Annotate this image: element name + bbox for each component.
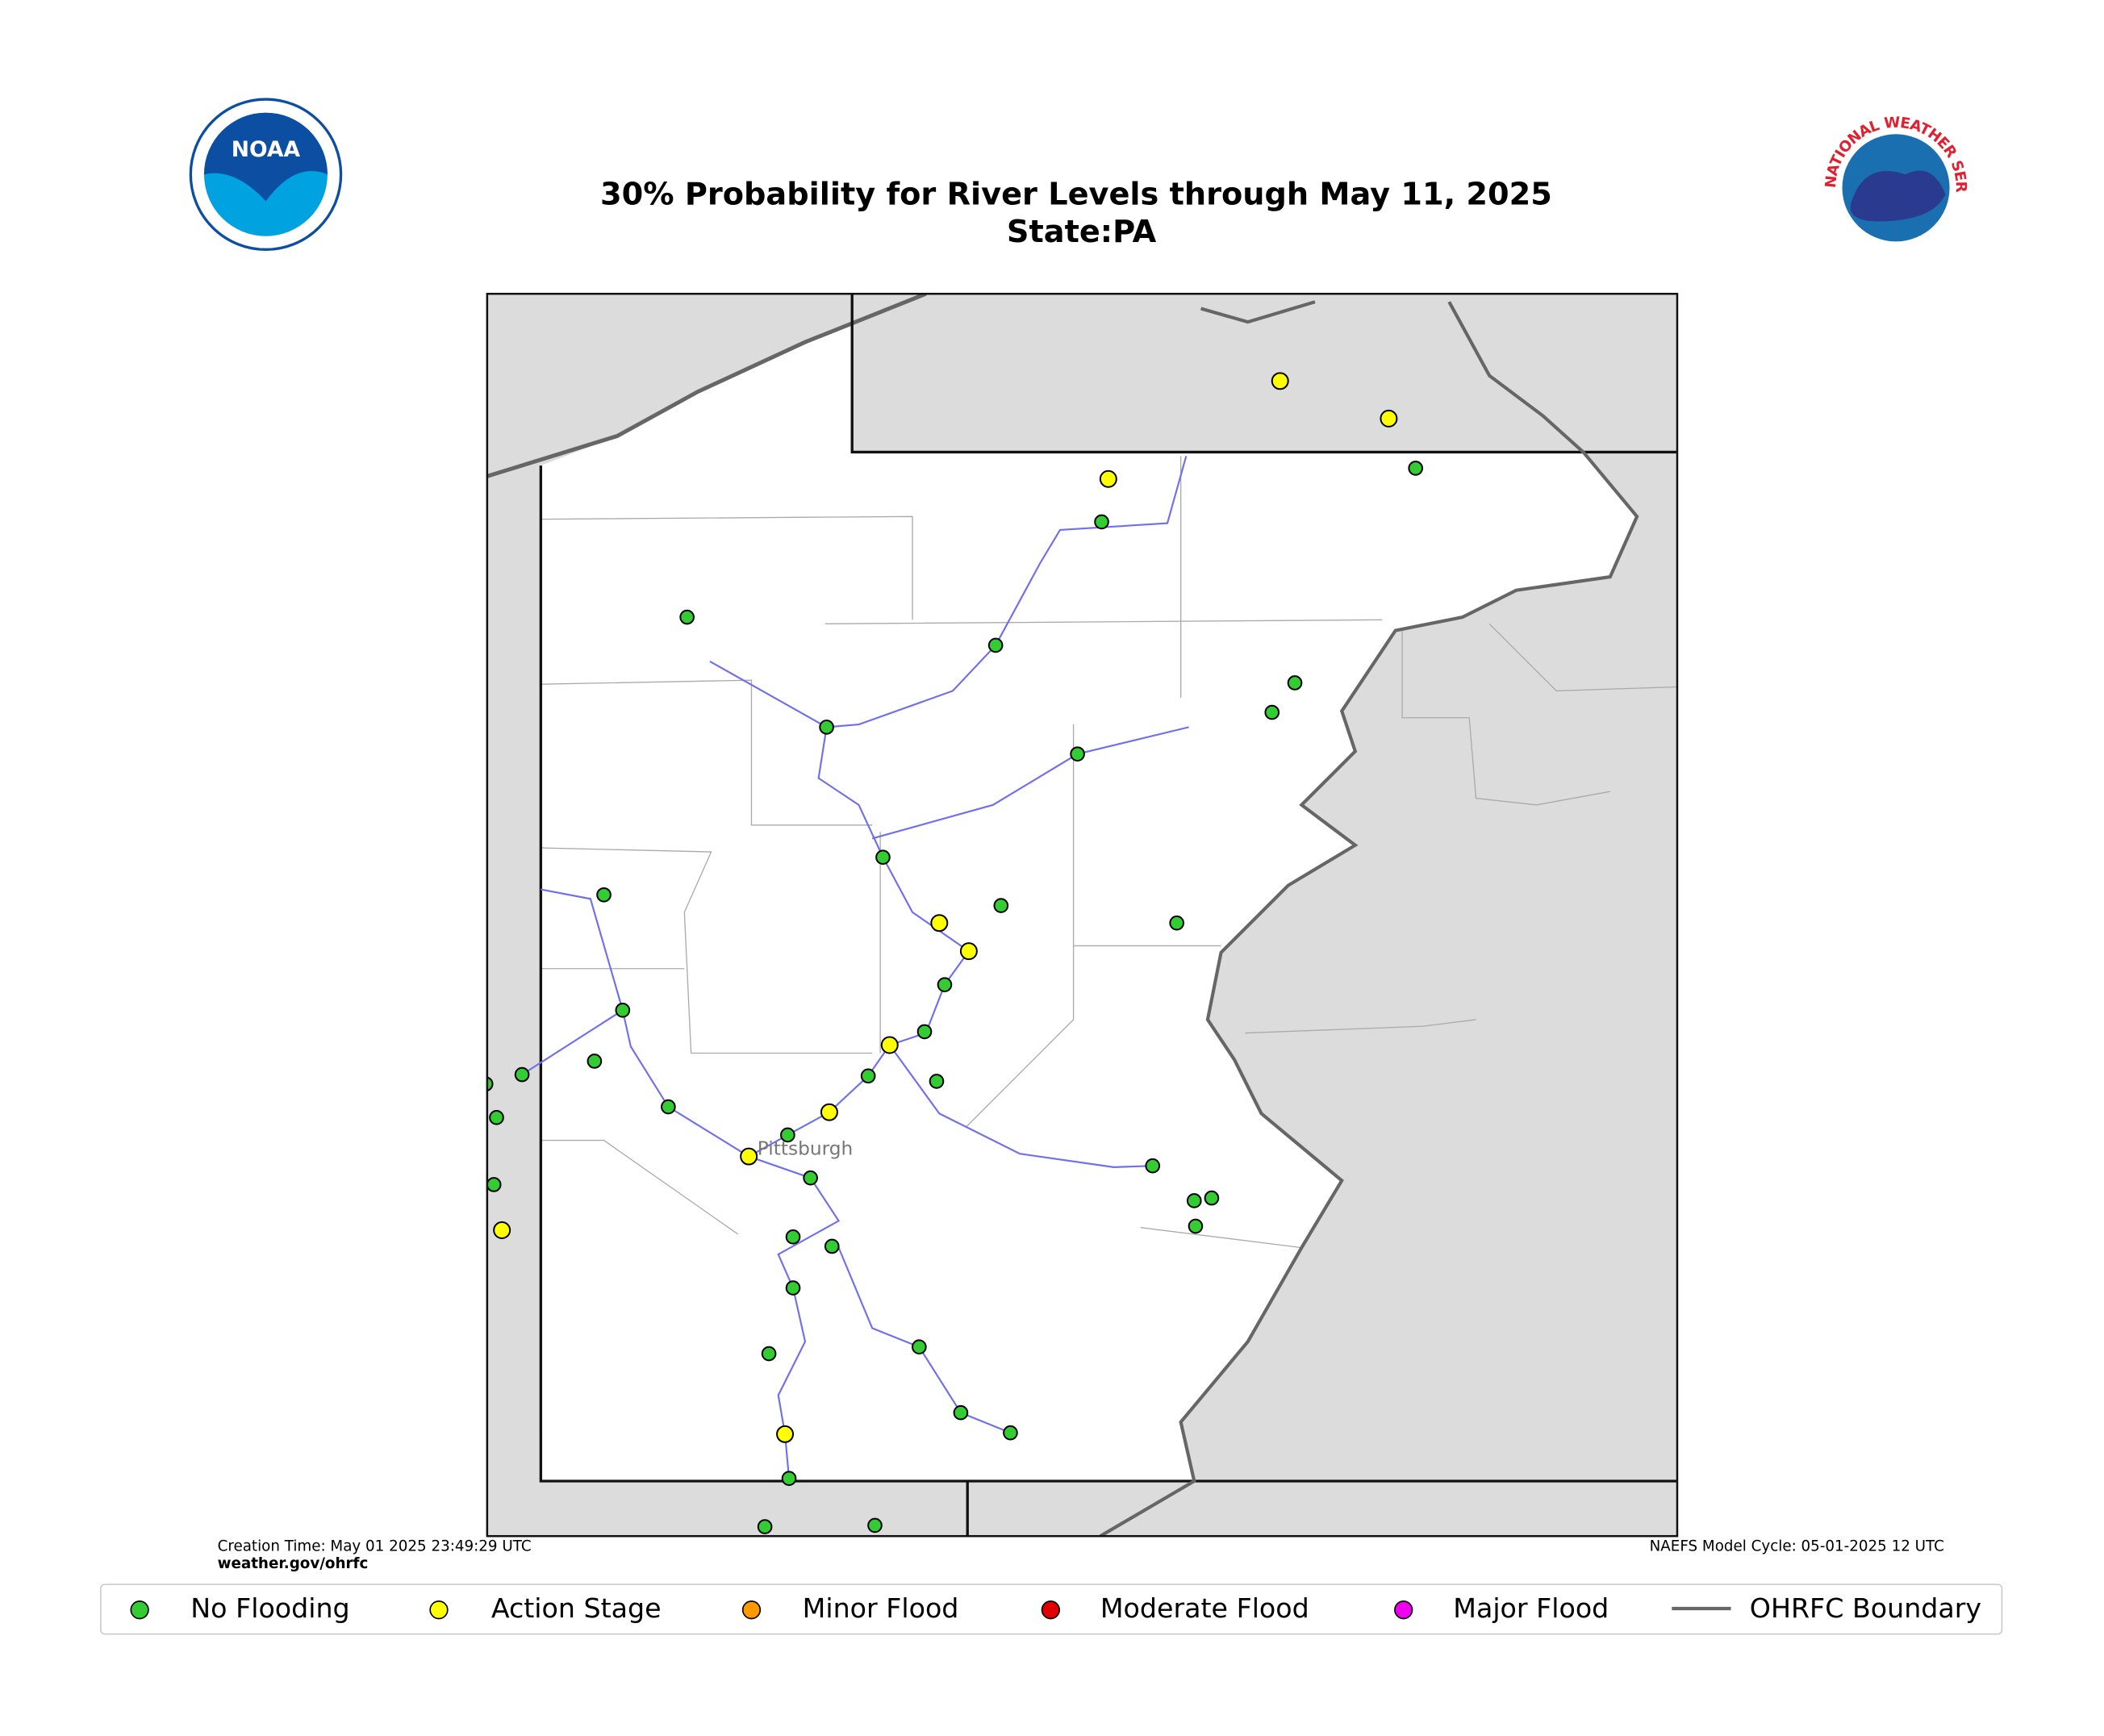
gauge <box>1408 461 1424 476</box>
gauge <box>661 1099 676 1115</box>
legend-label: Moderate Flood <box>1100 1592 1309 1624</box>
legend-marker <box>741 1600 762 1620</box>
gauges <box>486 372 1424 1534</box>
gauge <box>1070 746 1085 762</box>
legend-label: Major Flood <box>1453 1592 1609 1624</box>
gauge <box>929 1074 945 1089</box>
gauge <box>596 887 612 903</box>
legend-marker <box>130 1600 149 1620</box>
gauge <box>860 1068 876 1084</box>
gauge <box>1003 1425 1018 1441</box>
gauge <box>959 942 978 961</box>
gauge <box>776 1425 795 1443</box>
gauge <box>1271 372 1289 390</box>
city-label: Pittsburgh <box>758 1138 854 1160</box>
map-frame <box>486 292 1679 1538</box>
gauge <box>912 1339 927 1355</box>
gauge <box>780 1127 795 1143</box>
gauge <box>819 720 834 735</box>
legend-label: No Flooding <box>190 1592 349 1624</box>
gauge <box>820 1103 838 1121</box>
gauge <box>486 1177 502 1192</box>
gauge <box>1287 675 1303 691</box>
creation-time: Creation Time: May 01 2025 23:49:29 UTC <box>218 1538 532 1555</box>
legend-marker <box>1041 1600 1060 1620</box>
gauge <box>937 977 953 992</box>
gauge <box>1094 514 1109 530</box>
gauge <box>930 914 949 933</box>
legend: No Flooding Action Stage Minor Flood Modera… <box>130 1592 1981 1624</box>
website: weather.gov/ohrfc <box>218 1555 369 1572</box>
gauge <box>489 1110 504 1125</box>
gauge <box>1204 1190 1220 1206</box>
legend-marker <box>429 1600 449 1620</box>
gauge <box>761 1346 777 1362</box>
gauge <box>1380 409 1398 428</box>
gauge <box>1264 704 1280 720</box>
gauge <box>867 1517 883 1534</box>
gauge <box>679 609 695 625</box>
legend-marker <box>1394 1600 1413 1620</box>
legend-label: Minor Flood <box>803 1592 959 1624</box>
gauge <box>785 1229 801 1245</box>
gauge <box>880 1036 899 1054</box>
gauge <box>1099 469 1117 488</box>
gauge <box>1169 915 1184 931</box>
subtitle: State:PA <box>1007 214 1157 250</box>
noaa-logo: NOAA <box>189 98 343 251</box>
legend-label: OHRFC Boundary <box>1750 1592 1981 1624</box>
gauge <box>740 1147 758 1166</box>
gauge <box>875 849 891 866</box>
gauge <box>803 1170 818 1186</box>
gauge <box>493 1221 511 1240</box>
model-cycle: NAEFS Model Cycle: 05-01-2025 12 UTC <box>1650 1538 1944 1555</box>
map: Pittsburgh <box>486 294 1677 1537</box>
gauge <box>615 1002 631 1018</box>
noaa-text: NOAA <box>232 137 301 162</box>
gauge <box>987 637 1004 653</box>
gauge <box>916 1024 933 1040</box>
gauge <box>1188 1218 1204 1234</box>
gauge <box>486 1076 494 1091</box>
legend-label: Action Stage <box>491 1592 662 1624</box>
gauge <box>1186 1193 1202 1208</box>
gauge <box>993 898 1009 913</box>
gauge <box>757 1519 773 1534</box>
gauge <box>587 1054 603 1069</box>
gauge <box>781 1471 797 1487</box>
gauge <box>824 1238 840 1254</box>
gauge <box>785 1280 801 1296</box>
gauge <box>953 1404 969 1421</box>
title: 30% Probability for River Levels through… <box>600 176 1552 212</box>
gauge <box>1145 1158 1161 1174</box>
gauge <box>514 1066 530 1083</box>
